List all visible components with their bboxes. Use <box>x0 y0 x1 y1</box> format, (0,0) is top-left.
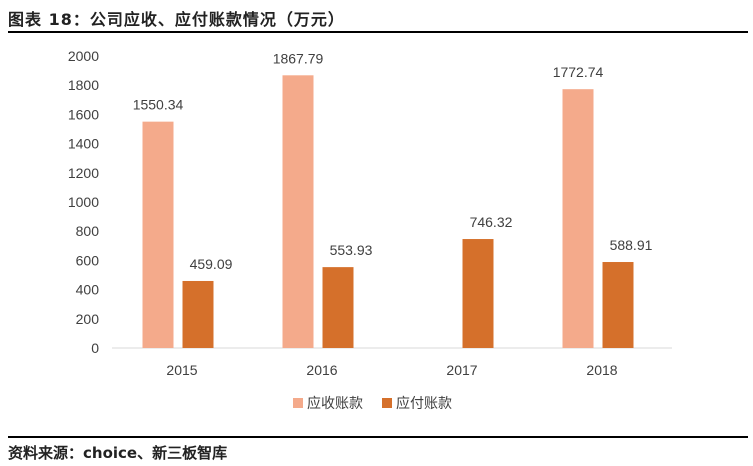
y-tick-label: 800 <box>76 223 100 239</box>
data-label: 553.93 <box>330 242 373 258</box>
y-tick-label: 600 <box>76 252 100 268</box>
x-tick-label: 2016 <box>306 362 337 378</box>
y-tick-label: 1200 <box>68 165 99 181</box>
legend-label: 应收账款 <box>307 395 363 411</box>
data-label: 746.32 <box>470 214 513 230</box>
figure-title: 图表 18：公司应收、应付账款情况（万元） <box>8 10 345 29</box>
y-tick-label: 1400 <box>68 136 99 152</box>
x-tick-label: 2017 <box>446 362 477 378</box>
y-tick-label: 400 <box>76 282 100 298</box>
bar-payable <box>462 239 494 348</box>
y-tick-label: 1000 <box>68 194 99 210</box>
data-label: 1867.79 <box>273 50 324 66</box>
source-rule <box>8 436 748 438</box>
legend-label: 应付账款 <box>396 395 452 411</box>
data-label: 459.09 <box>190 256 233 272</box>
title-rule <box>8 31 748 33</box>
data-label: 588.91 <box>610 237 653 253</box>
bar-payable <box>602 262 634 348</box>
x-tick-label: 2018 <box>586 362 617 378</box>
data-label: 1772.74 <box>553 64 604 80</box>
x-tick-label: 2015 <box>166 362 197 378</box>
y-tick-label: 1800 <box>68 77 99 93</box>
legend-swatch <box>293 398 303 408</box>
legend-swatch <box>382 398 392 408</box>
bar-receivable <box>562 89 594 348</box>
y-tick-label: 2000 <box>68 48 99 64</box>
data-label: 1550.34 <box>133 97 184 113</box>
y-tick-label: 0 <box>91 340 99 356</box>
bar-receivable <box>282 75 314 348</box>
source-note: 资料来源：choice、新三板智库 <box>8 444 228 462</box>
bar-payable <box>322 267 354 348</box>
bar-payable <box>182 280 214 348</box>
y-tick-label: 1600 <box>68 106 99 122</box>
y-tick-label: 200 <box>76 311 100 327</box>
bar-receivable <box>142 121 174 348</box>
